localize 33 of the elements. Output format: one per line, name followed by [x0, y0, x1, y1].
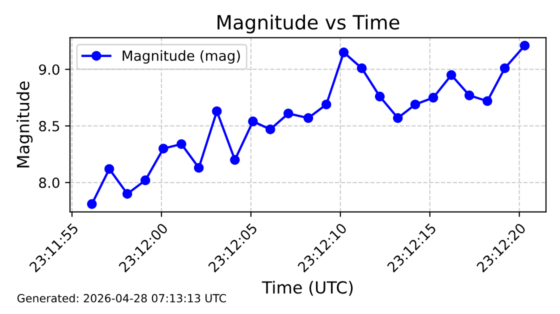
- y-axis-title: Magnitude: [16, 82, 33, 168]
- point: [446, 70, 456, 80]
- point: [374, 92, 385, 102]
- point: [321, 100, 332, 110]
- point: [176, 139, 186, 149]
- point: [356, 63, 367, 74]
- point: [464, 90, 474, 100]
- point: [482, 96, 492, 106]
- legend-label: Magnitude (mag): [122, 50, 240, 64]
- point: [194, 162, 204, 173]
- point: [283, 108, 294, 118]
- point: [212, 106, 222, 116]
- text: Generated: 2026-04-28 07:13:13 UTC: [17, 294, 226, 302]
- point: [87, 199, 97, 209]
- y-tick-label: 8.5: [39, 120, 60, 132]
- point: [392, 113, 403, 123]
- point: [122, 188, 132, 199]
- point: [428, 92, 438, 103]
- point: [158, 144, 168, 154]
- chart-title: Magnitude vs Time: [218, 14, 400, 34]
- point: [500, 63, 510, 74]
- point: [248, 116, 258, 126]
- point: [520, 40, 530, 50]
- point: [338, 48, 349, 58]
- point: [140, 175, 150, 186]
- point: [410, 100, 420, 110]
- point: [104, 164, 114, 174]
- x-axis-title: Time (UTC): [262, 280, 353, 296]
- point: [230, 155, 240, 165]
- y-tick-label: 8.0: [39, 177, 60, 188]
- y-tick-label: 9.0: [39, 64, 60, 75]
- point: [303, 113, 314, 123]
- point: [265, 124, 276, 134]
